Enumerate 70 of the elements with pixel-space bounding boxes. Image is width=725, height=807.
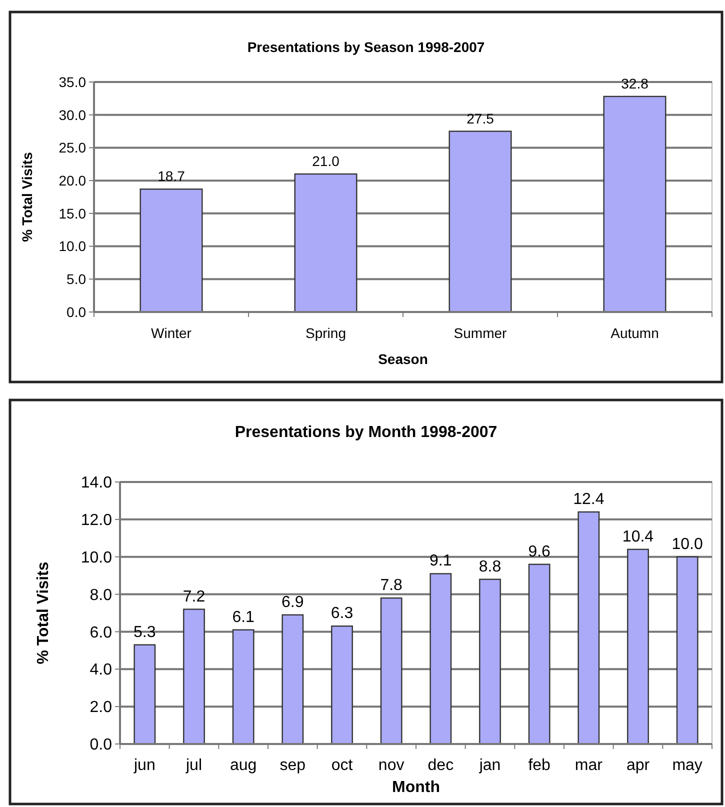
data-label: 32.8 — [621, 75, 649, 92]
x-tick-label: Winter — [151, 325, 192, 341]
y-tick-label: 10.0 — [80, 549, 112, 566]
data-label: 12.4 — [573, 490, 604, 508]
bar — [578, 511, 600, 745]
y-tick-label: 4.0 — [90, 662, 112, 679]
y-tick-label: 6.0 — [90, 624, 112, 642]
y-tick-label: 15.0 — [58, 205, 86, 222]
y-tick-label: 25.0 — [58, 140, 86, 156]
bar — [140, 188, 203, 313]
data-label: 10.4 — [622, 528, 654, 546]
bar — [282, 614, 304, 745]
data-label: 7.2 — [182, 588, 206, 606]
y-axis-title: % Total Visits — [19, 152, 35, 242]
x-tick-label: feb — [528, 757, 551, 774]
data-label: 9.6 — [528, 543, 551, 560]
bar — [183, 608, 205, 745]
x-axis-title: Month — [392, 779, 440, 796]
bar — [331, 626, 353, 745]
bar — [479, 578, 501, 745]
data-label: 8.8 — [478, 558, 502, 576]
x-tick-label: mar — [574, 757, 604, 774]
bar — [676, 556, 698, 745]
data-label: 10.0 — [672, 536, 704, 553]
y-tick-label: 0.0 — [66, 304, 86, 320]
x-tick-label: Summer — [454, 325, 508, 341]
x-tick-label: dec — [428, 757, 454, 774]
x-tick-label: nov — [378, 757, 404, 774]
x-tick-label: sep — [280, 757, 306, 774]
bar — [232, 629, 254, 745]
y-tick-label: 5.0 — [66, 271, 86, 288]
data-label: 6.3 — [330, 605, 354, 622]
y-tick-label: 0.0 — [90, 736, 112, 754]
bar — [134, 644, 156, 745]
x-tick-label: oct — [331, 757, 354, 774]
x-tick-label: Spring — [306, 325, 346, 341]
y-tick-label: 30.0 — [58, 106, 86, 123]
chart-title: Presentations by Season 1998-2007 — [247, 39, 485, 55]
data-label: 9.1 — [430, 552, 452, 570]
bar — [603, 96, 666, 313]
data-label: 6.9 — [282, 594, 304, 611]
y-tick-label: 20.0 — [58, 172, 86, 188]
x-tick-label: aug — [230, 757, 257, 774]
bar — [380, 597, 402, 745]
y-tick-label: 12.0 — [80, 512, 112, 530]
data-label: 7.8 — [380, 577, 403, 594]
y-tick-label: 35.0 — [58, 74, 86, 90]
x-axis-title: Season — [378, 351, 428, 367]
data-label: 27.5 — [466, 110, 494, 126]
y-axis-title: % Total Visits — [35, 562, 52, 664]
y-tick-label: 2.0 — [90, 699, 112, 716]
x-tick-label: jul — [184, 757, 202, 774]
chart-title: Presentations by Month 1998-2007 — [234, 424, 498, 441]
y-tick-label: 14.0 — [80, 474, 112, 492]
x-tick-label: jan — [478, 757, 501, 774]
bar — [448, 130, 512, 313]
x-tick-label: Autumn — [610, 325, 659, 341]
bar — [627, 548, 649, 745]
data-label: 18.7 — [158, 168, 186, 184]
y-tick-label: 8.0 — [90, 586, 112, 604]
data-label: 6.1 — [232, 608, 255, 626]
bar — [430, 573, 452, 745]
x-tick-label: jun — [132, 757, 156, 774]
data-label: 5.3 — [134, 624, 156, 641]
bar — [528, 564, 550, 745]
data-label: 21.0 — [312, 153, 340, 169]
bar — [294, 173, 358, 313]
x-tick-label: apr — [626, 757, 650, 774]
x-tick-label: may — [672, 757, 702, 774]
y-tick-label: 10.0 — [58, 238, 86, 254]
